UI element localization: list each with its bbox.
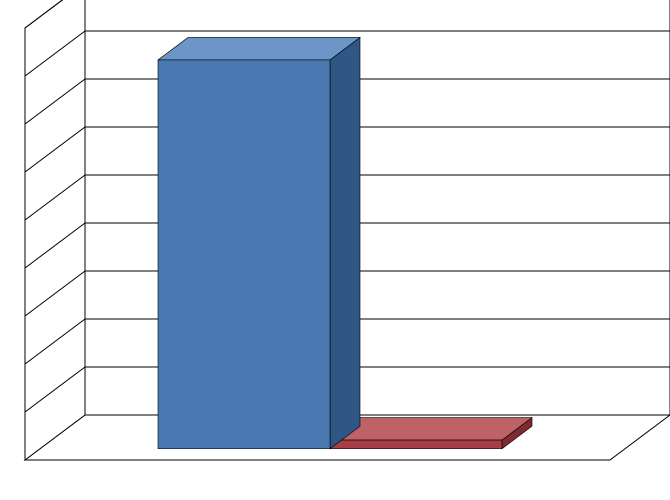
bar-1: [158, 37, 360, 448]
bar-chart-3d: [0, 0, 670, 500]
